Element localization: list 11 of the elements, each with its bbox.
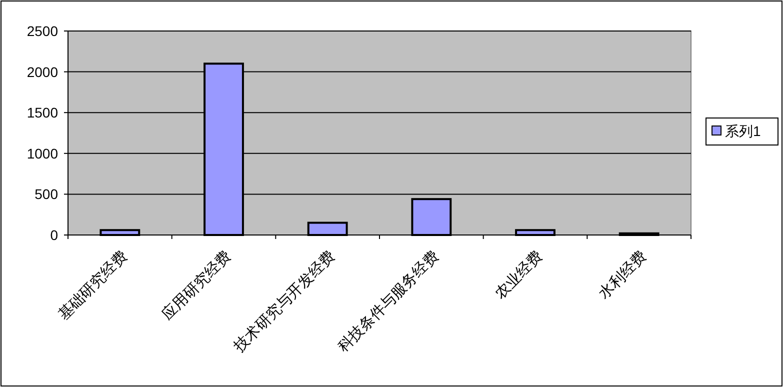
y-tick-label: 0 (50, 227, 58, 243)
x-tick-label: 水利经费 (595, 248, 650, 302)
legend: 系列1 (706, 118, 778, 146)
y-tick-label: 2000 (26, 64, 58, 80)
y-tick-label: 1000 (26, 145, 58, 162)
x-tick-label: 基础研究经费 (55, 248, 131, 324)
y-tick-label: 2500 (26, 23, 58, 39)
y-tick-label: 500 (34, 186, 58, 202)
legend-label: 系列1 (725, 123, 761, 139)
y-tick-label: 1500 (26, 104, 58, 121)
x-tick-label: 农业经费 (492, 248, 546, 302)
